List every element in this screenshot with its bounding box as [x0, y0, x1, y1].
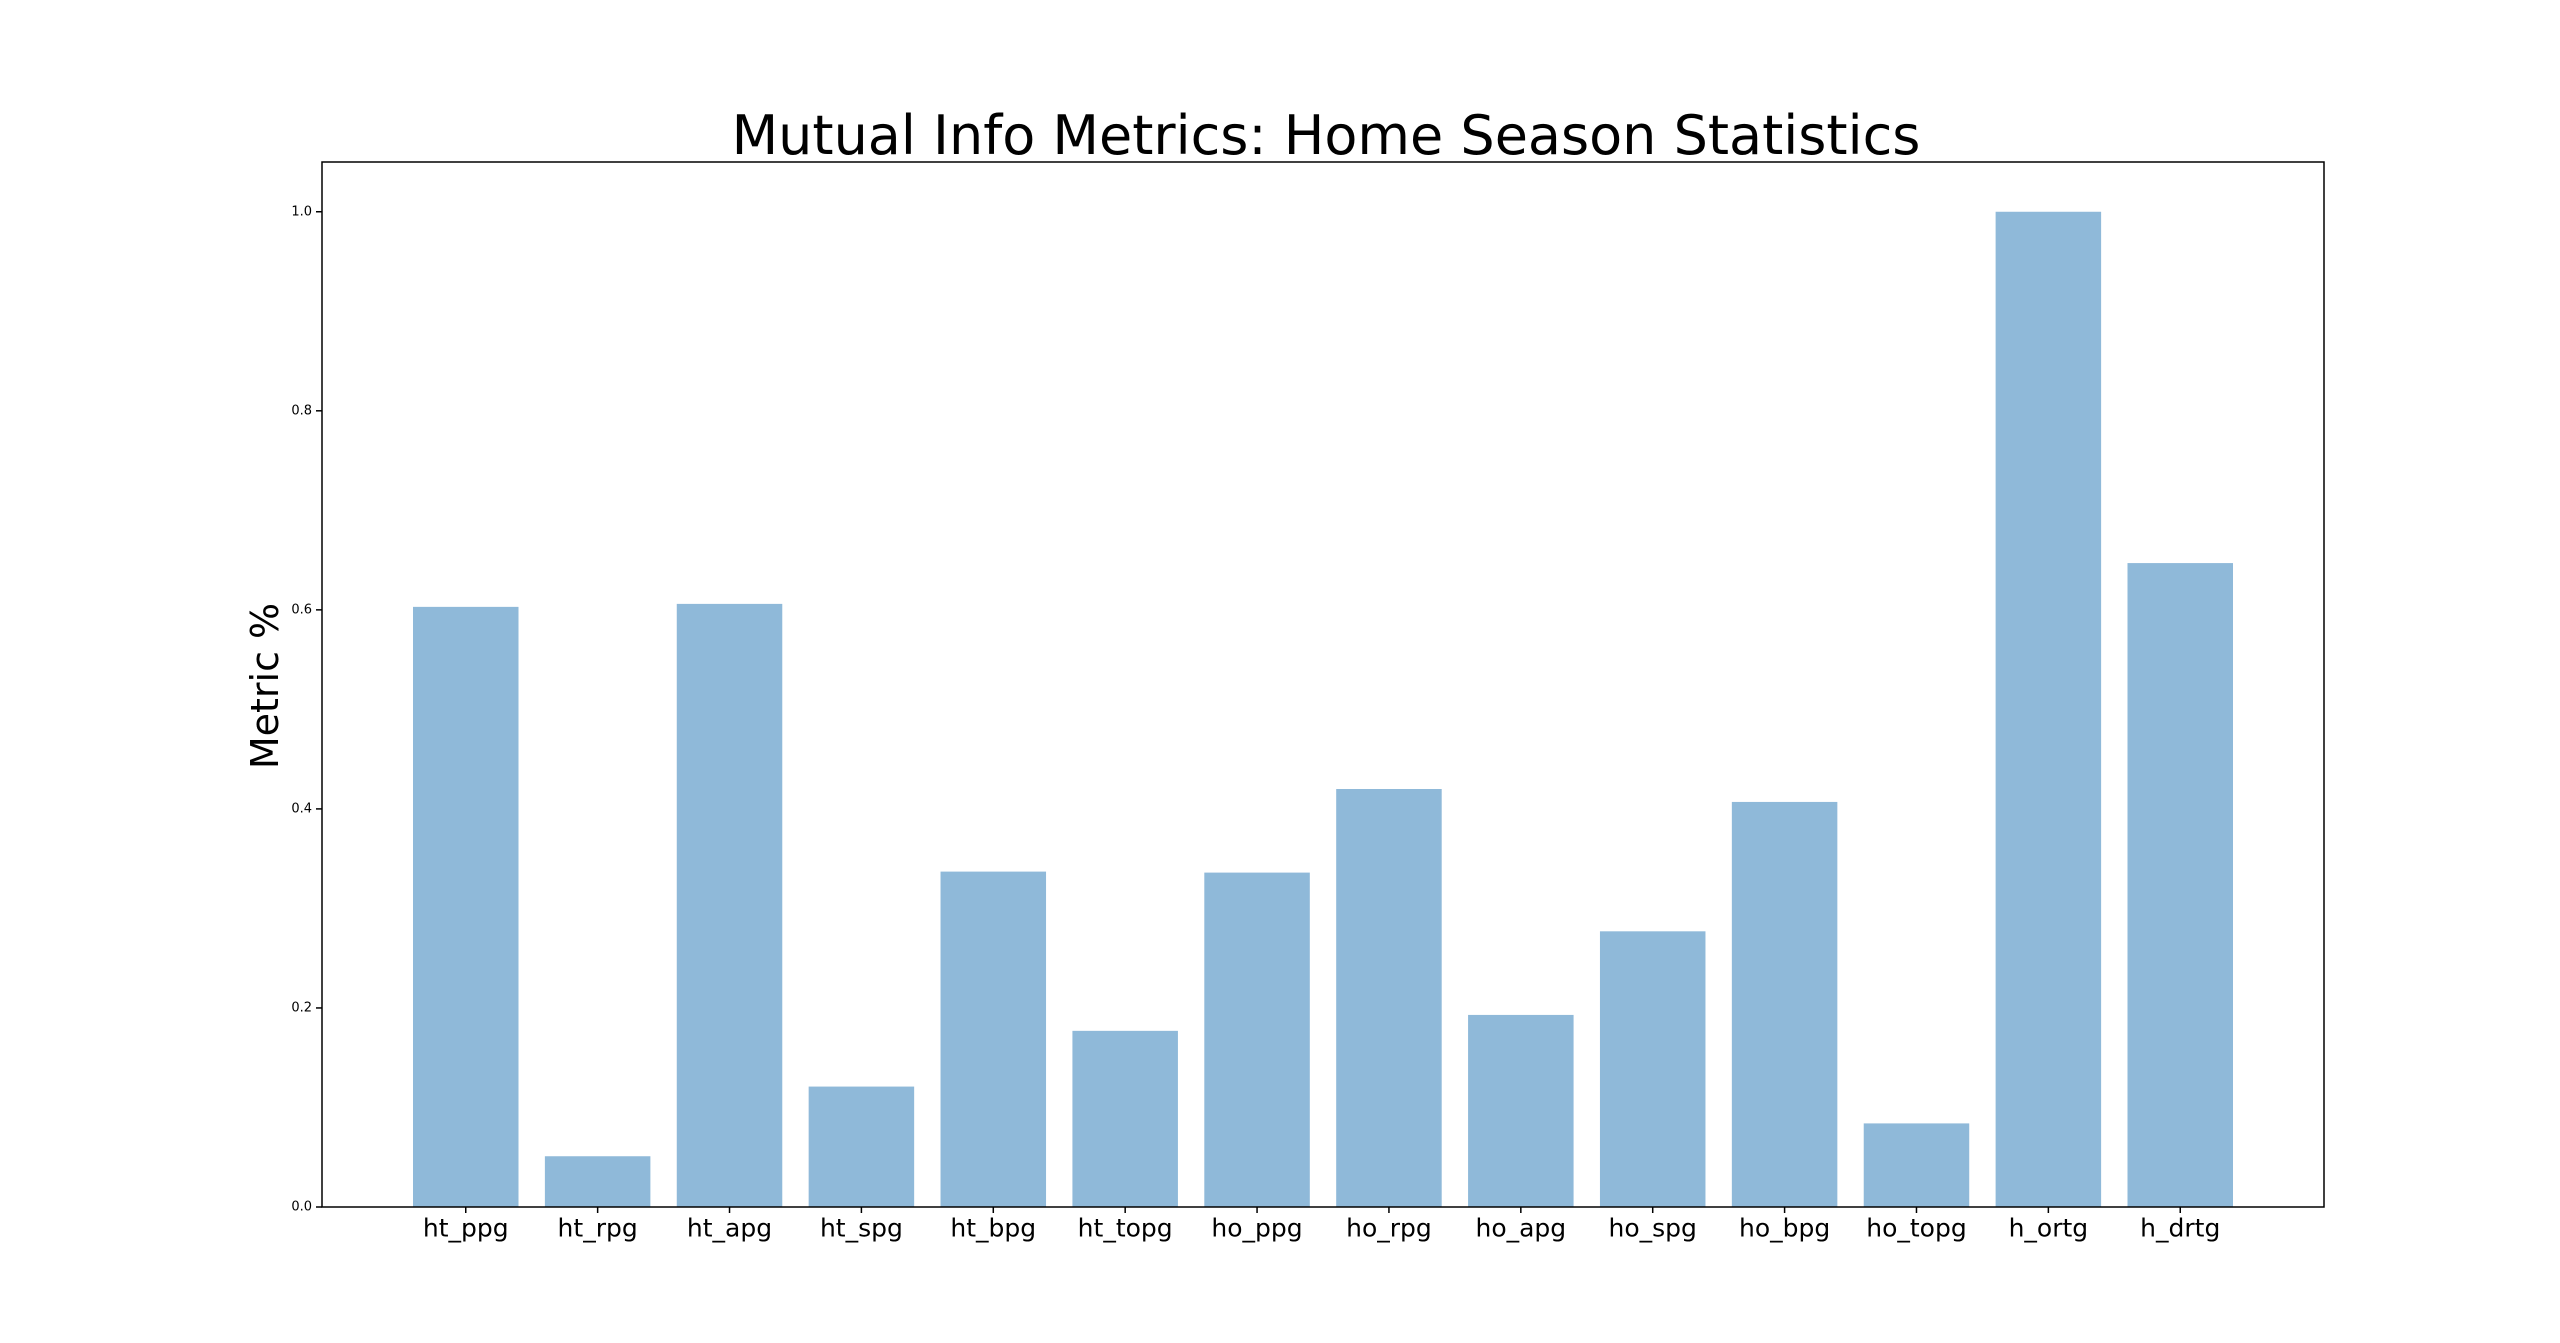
x-tick-label: ht_apg [687, 1213, 772, 1242]
x-tick-label: ht_ppg [423, 1213, 509, 1242]
bars-group [413, 211, 2233, 1207]
bar-ht-topg [1072, 1030, 1178, 1207]
y-tick-label: 0.2 [291, 1000, 312, 1015]
bar-ht-rpg [544, 1156, 651, 1207]
x-axis-ticks: ht_ppg ht_rpg ht_apg ht_spg ht_bpg ht_topg ho_… [423, 1207, 2220, 1242]
bar-ht-bpg [940, 871, 1047, 1207]
x-tick-label: ht_topg [1078, 1213, 1173, 1242]
y-tick-label: 0.6 [291, 602, 312, 617]
plot-area-frame [321, 161, 2325, 1208]
bar-ho-bpg [1731, 801, 1838, 1207]
y-axis-ticks: 0.0 0.2 0.4 0.6 0.8 1.0 [291, 204, 322, 1215]
bar-ho-apg [1468, 1014, 1574, 1207]
x-tick-label: ho_spg [1609, 1213, 1697, 1242]
bar-h-drtg [2127, 563, 2233, 1207]
x-tick-label: ht_spg [820, 1213, 903, 1242]
x-tick-label: ho_ppg [1211, 1213, 1302, 1242]
y-tick-label: 0.0 [291, 1200, 312, 1215]
x-tick-label: h_ortg [2009, 1213, 2089, 1242]
y-tick-label: 1.0 [291, 204, 312, 219]
y-tick-label: 0.4 [291, 801, 312, 816]
x-tick-label: h_drtg [2140, 1213, 2220, 1242]
x-tick-label: ht_bpg [950, 1213, 1036, 1242]
x-tick-label: ho_topg [1866, 1213, 1966, 1242]
x-tick-label: ho_bpg [1739, 1213, 1830, 1242]
x-tick-label: ho_rpg [1346, 1213, 1432, 1242]
x-tick-label: ht_rpg [558, 1213, 638, 1242]
bar-ht-apg [676, 603, 783, 1207]
x-tick-label: ho_apg [1475, 1213, 1566, 1242]
bar-ho-spg [1599, 931, 1706, 1207]
bar-ho-rpg [1336, 789, 1442, 1207]
bar-ht-ppg [413, 606, 519, 1207]
bar-ht-spg [808, 1086, 915, 1207]
y-tick-label: 0.8 [291, 403, 312, 418]
chart-title: Mutual Info Metrics: Home Season Statist… [732, 104, 1921, 167]
bar-ho-ppg [1204, 872, 1310, 1207]
bar-h-ortg [1995, 211, 2102, 1207]
y-axis-label: Metric % [243, 603, 287, 769]
bar-ho-topg [1863, 1123, 1970, 1207]
